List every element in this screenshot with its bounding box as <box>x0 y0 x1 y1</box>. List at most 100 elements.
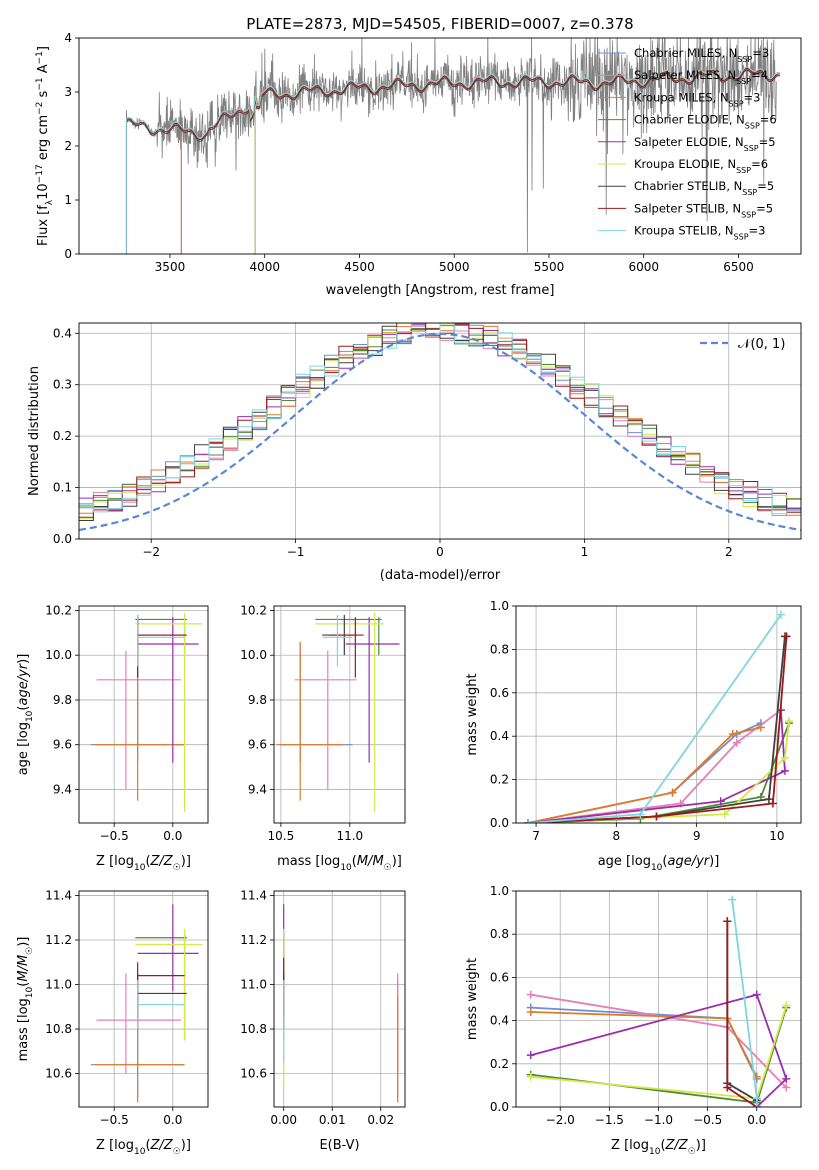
legend-count: =6 <box>760 113 777 127</box>
y-tick-label: 11.0 <box>240 978 267 992</box>
label-part: Z [log <box>96 854 134 869</box>
x-tick-label: 0.0 <box>747 1113 766 1127</box>
y-tick-label: 0.6 <box>490 686 509 700</box>
label-part: 10 <box>134 863 146 873</box>
y-tick-label: 0.4 <box>490 1014 509 1028</box>
panels: 3500 4000 4500 5000 5500 6000 6500 0 1 2 3 4 Chabrie… <box>16 31 802 1157</box>
label-part: −2 <box>35 102 45 115</box>
label-part: ( <box>145 854 150 869</box>
weight-marker <box>526 1051 535 1060</box>
axes-frame <box>273 605 406 824</box>
legend-entry: Chabrier ELODIE, NSSP=6 <box>634 113 777 131</box>
legend-count: =5 <box>759 135 776 149</box>
label-part: ( <box>16 706 31 711</box>
x-axis-label: (data-model)/error <box>380 568 501 583</box>
label-part: )] <box>696 1138 706 1153</box>
weight-line <box>527 710 786 823</box>
label-part: ☉ <box>173 1147 181 1157</box>
x-tick-label: 4500 <box>344 260 375 274</box>
y-tick-label: 11.4 <box>240 888 267 902</box>
plot-area-mass_vs_ebv <box>283 904 399 1103</box>
x-tick-label: 10.5 <box>268 829 295 843</box>
legend-count: =5 <box>757 179 774 193</box>
legend-subscript: SSP <box>741 210 756 219</box>
y-tick-label: 1.0 <box>490 884 509 898</box>
x-tick-label: −0.5 <box>100 829 129 843</box>
legend-subscript: SSP <box>744 143 759 152</box>
label-part: ☉ <box>688 1147 696 1157</box>
label-part: )] <box>16 937 31 947</box>
legend-count: =6 <box>751 157 768 171</box>
y-tick-label: 10.2 <box>45 603 72 617</box>
label-part: ] <box>36 46 51 51</box>
label-part: ( <box>662 854 667 869</box>
weight-line <box>527 709 782 823</box>
label-part: )] <box>392 854 402 869</box>
label-part: 10 <box>25 986 35 998</box>
legend-count: =3 <box>749 224 766 238</box>
y-tick-label: 0.8 <box>490 927 509 941</box>
label-part: wavelength [Angstrom, rest frame] <box>326 283 555 298</box>
legend-text: Kroupa MILES, N <box>634 90 729 104</box>
normal-reference-curve <box>79 332 801 532</box>
y-tick-label: 9.8 <box>53 693 72 707</box>
label-part: ( <box>352 854 357 869</box>
label-part: age/yr <box>667 854 710 869</box>
x-axis-label: Z [log10(Z/Z☉)] <box>611 1138 706 1157</box>
weight-marker <box>526 1072 535 1081</box>
label-part: 10 <box>36 183 51 200</box>
y-axis-label: mass weight <box>465 673 480 755</box>
y-tick-label: 0.0 <box>490 1100 509 1114</box>
weight-marker <box>732 738 741 747</box>
y-tick-label: 0.2 <box>53 429 72 443</box>
weight-line <box>527 726 762 823</box>
legend-subscript: SSP <box>737 55 752 64</box>
figure-title: PLATE=2873, MJD=54505, FIBERID=0007, z=0… <box>246 15 633 33</box>
x-tick-label: 6000 <box>628 260 659 274</box>
weight-marker <box>768 799 777 808</box>
weight-marker <box>728 895 737 904</box>
y-tick-label: 0.4 <box>490 729 509 743</box>
label-part: mass [log <box>16 998 31 1061</box>
label-part: ☉ <box>25 947 35 955</box>
legend-text: Chabrier MILES, N <box>634 46 737 60</box>
legend-subscript: SSP <box>734 232 749 241</box>
x-tick-label: 2 <box>725 545 733 559</box>
legend-subscript: SSP <box>729 99 744 108</box>
x-tick-label: −1.5 <box>595 1113 624 1127</box>
x-tick-label: 4000 <box>249 260 280 274</box>
label-part: age [log <box>598 854 651 869</box>
label-part: A <box>36 64 51 77</box>
weight-marker <box>720 810 729 819</box>
legend-text: Salpeter STELIB, N <box>634 201 741 215</box>
legend-entry: Salpeter STELIB, NSSP=5 <box>634 201 773 219</box>
label-part: Z/Z <box>665 1138 689 1153</box>
residual-histogram-step <box>79 323 801 520</box>
y-axis-label: mass weight <box>465 958 480 1040</box>
x-tick-label: 0.02 <box>367 1113 394 1127</box>
x-tick-label: 5000 <box>439 260 470 274</box>
weight-marker <box>728 730 737 739</box>
label-part: erg cm <box>36 115 51 164</box>
legend-text: Chabrier ELODIE, N <box>634 113 745 127</box>
label-part: −17 <box>35 164 45 183</box>
y-tick-label: 0.6 <box>490 970 509 984</box>
weight-line <box>530 993 788 1107</box>
legend-text: Salpeter ELODIE, N <box>634 135 744 149</box>
y-tick-label: 11.4 <box>45 888 72 902</box>
legend-subscript: SSP <box>736 166 751 175</box>
x-tick-label: −2.0 <box>546 1113 575 1127</box>
y-tick-label: 9.6 <box>248 738 267 752</box>
errorbar-point <box>96 650 182 790</box>
residual-histogram-step <box>79 323 801 515</box>
x-axis-label: age [log10(age/yr)] <box>598 854 720 873</box>
weight-marker <box>652 812 661 821</box>
weight-marker <box>524 819 533 823</box>
y-tick-label: 2 <box>64 139 72 153</box>
y-tick-label: 1 <box>64 193 72 207</box>
axes-frame <box>78 37 802 255</box>
x-tick-label: 6500 <box>723 260 754 274</box>
legend-entry: Kroupa STELIB, NSSP=3 <box>634 224 765 242</box>
plot-area-weight_vs_Z <box>526 895 791 1107</box>
x-tick-label: −1 <box>287 545 305 559</box>
